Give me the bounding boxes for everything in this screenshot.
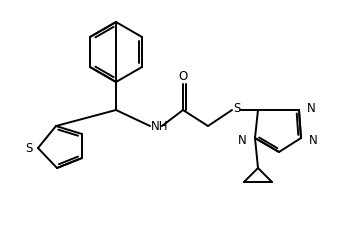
Text: S: S: [233, 101, 240, 114]
Text: O: O: [178, 69, 188, 82]
Text: N: N: [307, 101, 316, 114]
Text: NH: NH: [151, 120, 168, 134]
Text: N: N: [309, 134, 318, 147]
Text: S: S: [25, 141, 33, 154]
Text: N: N: [238, 134, 247, 147]
